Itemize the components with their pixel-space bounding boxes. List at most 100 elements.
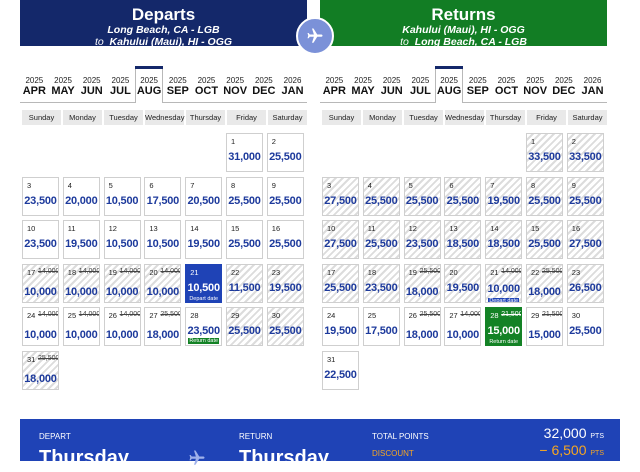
calendar-day-30[interactable]: 30 25,500 [266, 307, 304, 346]
weekday-monday: Monday [363, 110, 402, 125]
calendar-day-22[interactable]: 22 25,500 18,000 [526, 263, 563, 303]
calendar-day-17[interactable]: 17 14,000 10,000 [22, 263, 59, 303]
calendar-day-11[interactable]: 11 19,500 [62, 220, 100, 259]
calendar-day-2[interactable]: 2 25,500 [266, 133, 304, 172]
month-tab-apr[interactable]: 2025 APR [20, 66, 49, 102]
calendar-day-29[interactable]: 29 21,500 15,000 [526, 307, 563, 346]
calendar-day-10[interactable]: 10 27,500 [322, 220, 359, 259]
calendar-day-6[interactable]: 6 25,500 [444, 176, 482, 216]
calendar-day-31[interactable]: 31 25,500 18,000 [22, 350, 59, 390]
calendar-day-28[interactable]: 28 21,500 15,000 Return date [485, 307, 523, 346]
calendar-day-24[interactable]: 24 19,500 [322, 307, 359, 346]
calendar-day-5[interactable]: 5 10,500 [103, 176, 141, 216]
depart-weekday-header: Sunday Monday Tuesday Wednesday Thursday Frid… [22, 110, 307, 125]
month-tab-oct[interactable]: 2025 OCT [492, 66, 521, 102]
day-number: 1 [531, 137, 536, 146]
day-number: 12 [408, 224, 417, 233]
calendar-day-20[interactable]: 20 14,000 10,000 [144, 263, 182, 303]
calendar-day-28[interactable]: 28 23,500 Return date [185, 307, 223, 346]
calendar-day-26[interactable]: 26 25,500 18,000 [403, 307, 441, 346]
calendar-day-1[interactable]: 1 31,000 [226, 133, 263, 172]
calendar-day-21[interactable]: 21 10,500 Depart date [185, 263, 223, 303]
calendar-day-30[interactable]: 30 25,500 [566, 307, 604, 346]
month-tab-jul[interactable]: 2025 JUL [406, 66, 435, 102]
calendar-day-7[interactable]: 7 19,500 [485, 176, 523, 216]
day-price: 25,500 [324, 281, 357, 294]
month-tab-dec[interactable]: 2025 DEC [250, 66, 279, 102]
day-number: 3 [327, 180, 332, 190]
calendar-day-18[interactable]: 18 23,500 [362, 263, 400, 303]
day-price: 19,500 [187, 238, 220, 250]
month-tab-nov[interactable]: 2025 NOV [521, 66, 550, 102]
calendar-day-6[interactable]: 6 17,500 [144, 176, 182, 216]
calendar-day-10[interactable]: 10 23,500 [22, 220, 59, 259]
calendar-day-12[interactable]: 12 10,500 [103, 220, 141, 259]
calendar-day-2[interactable]: 2 33,500 [566, 133, 604, 172]
month-year: 2026 [283, 76, 302, 85]
calendar-day-1[interactable]: 1 33,500 [526, 133, 563, 172]
calendar-day-16[interactable]: 16 25,500 [266, 220, 304, 259]
calendar-day-15[interactable]: 15 25,500 [526, 220, 563, 259]
calendar-day-13[interactable]: 13 10,500 [144, 220, 182, 259]
calendar-day-19[interactable]: 19 25,500 18,000 [403, 263, 441, 303]
month-tab-dec[interactable]: 2025 DEC [550, 66, 579, 102]
calendar-day-29[interactable]: 29 25,500 [226, 307, 263, 346]
calendar-day-9[interactable]: 9 25,500 [566, 176, 604, 216]
calendar-day-26[interactable]: 26 14,000 10,000 [103, 307, 141, 346]
calendar-day-11[interactable]: 11 25,500 [362, 220, 400, 259]
calendar-day-17[interactable]: 17 25,500 [322, 263, 359, 303]
calendar-day-22[interactable]: 22 11,500 [226, 263, 263, 303]
month-tab-jan[interactable]: 2026 JAN [278, 66, 307, 102]
calendar-day-8[interactable]: 8 25,500 [226, 176, 263, 216]
calendar-day-27[interactable]: 27 14,000 10,000 [444, 307, 482, 346]
day-price: 25,500 [269, 151, 302, 163]
calendar-day-13[interactable]: 13 18,500 [444, 220, 482, 259]
calendar-day-5[interactable]: 5 25,500 [403, 176, 441, 216]
calendar-day-23[interactable]: 23 19,500 [266, 263, 304, 303]
calendar-day-23[interactable]: 23 26,500 [566, 263, 604, 303]
calendar-day-25[interactable]: 25 17,500 [362, 307, 400, 346]
calendar-day-4[interactable]: 4 25,500 [362, 176, 400, 216]
month-name: JUL [410, 85, 431, 97]
month-tab-nov[interactable]: 2025 NOV [221, 66, 250, 102]
calendar-day-24[interactable]: 24 14,000 10,000 [22, 307, 59, 346]
month-tab-aug[interactable]: 2025 AUG [434, 66, 464, 103]
day-number: 28 [490, 311, 499, 320]
calendar-day-14[interactable]: 14 19,500 [185, 220, 223, 259]
calendar-day-14[interactable]: 14 18,500 [485, 220, 523, 259]
calendar-day-20[interactable]: 20 19,500 [444, 263, 482, 303]
calendar-day-7[interactable]: 7 20,500 [185, 176, 223, 216]
month-tab-oct[interactable]: 2025 OCT [192, 66, 221, 102]
month-tab-sep[interactable]: 2025 SEP [163, 66, 192, 102]
day-number: 27 [149, 311, 158, 320]
month-tab-may[interactable]: 2025 MAY [49, 66, 78, 102]
month-tab-may[interactable]: 2025 MAY [349, 66, 378, 102]
month-tab-apr[interactable]: 2025 APR [320, 66, 349, 102]
month-tab-jul[interactable]: 2025 JUL [106, 66, 135, 102]
original-price: 14,000 [38, 267, 59, 275]
calendar-day-16[interactable]: 16 27,500 [566, 220, 604, 259]
day-number: 14 [190, 224, 199, 233]
month-tab-jan[interactable]: 2026 JAN [578, 66, 607, 102]
calendar-day-25[interactable]: 25 14,000 10,000 [62, 307, 100, 346]
calendar-day-8[interactable]: 8 25,500 [526, 176, 563, 216]
month-tab-jun[interactable]: 2025 JUN [77, 66, 106, 102]
day-price: 25,500 [228, 238, 261, 250]
month-tab-jun[interactable]: 2025 JUN [377, 66, 406, 102]
month-tab-sep[interactable]: 2025 SEP [463, 66, 492, 102]
returns-panel: Returns Kahului (Maui), HI - OGG to Long… [320, 0, 607, 48]
calendar-day-27[interactable]: 27 25,500 18,000 [144, 307, 182, 346]
month-tab-aug[interactable]: 2025 AUG [134, 66, 164, 103]
calendar-day-4[interactable]: 4 20,000 [62, 176, 100, 216]
day-number: 2 [571, 137, 576, 146]
calendar-day-9[interactable]: 9 25,500 [266, 176, 304, 216]
calendar-day-31[interactable]: 31 22,500 [322, 350, 359, 390]
day-number: 24 [327, 311, 336, 320]
calendar-day-21[interactable]: 21 14,000 10,000 Depart date [485, 263, 523, 303]
calendar-day-15[interactable]: 15 25,500 [226, 220, 263, 259]
calendar-day-3[interactable]: 3 27,500 [322, 176, 359, 216]
calendar-day-18[interactable]: 18 14,000 10,000 [62, 263, 100, 303]
calendar-day-19[interactable]: 19 14,000 10,000 [103, 263, 141, 303]
calendar-day-3[interactable]: 3 23,500 [22, 176, 59, 216]
calendar-day-12[interactable]: 12 23,500 [403, 220, 441, 259]
